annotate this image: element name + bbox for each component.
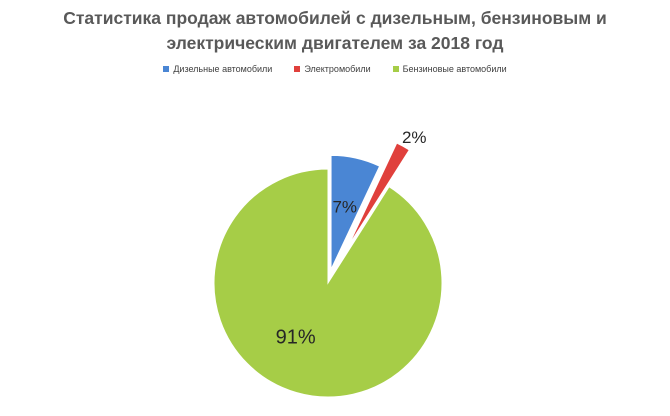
legend-swatch-electric [294,66,301,72]
legend-swatch-diesel [163,66,170,72]
legend-label-diesel: Дизельные автомобили [173,64,273,74]
pie-label-diesel: 7% [332,198,357,217]
chart-title-line-2: электрическим двигателем за 2018 год [166,33,504,53]
legend-label-petrol: Бензиновые автомобили [402,64,507,74]
pie-label-electric: 2% [402,128,427,147]
legend-item-diesel: Дизельные автомобили [163,64,272,74]
pie-slice-petrol [213,168,443,398]
chart-title: Статистика продаж автомобилей с дизельны… [0,6,670,56]
pie-label-petrol: 91% [276,327,316,349]
legend-swatch-petrol [392,66,399,72]
legend-label-electric: Электромобили [304,64,371,74]
legend-item-electric: Электромобили [294,64,371,74]
pie-slice-electric [347,142,411,247]
chart-legend: Дизельные автомобили Электромобили Бензи… [0,64,670,74]
legend-item-petrol: Бензиновые автомобили [392,64,507,74]
chart-title-line-1: Статистика продаж автомобилей с дизельны… [63,8,607,28]
pie-slice-diesel [330,154,381,270]
